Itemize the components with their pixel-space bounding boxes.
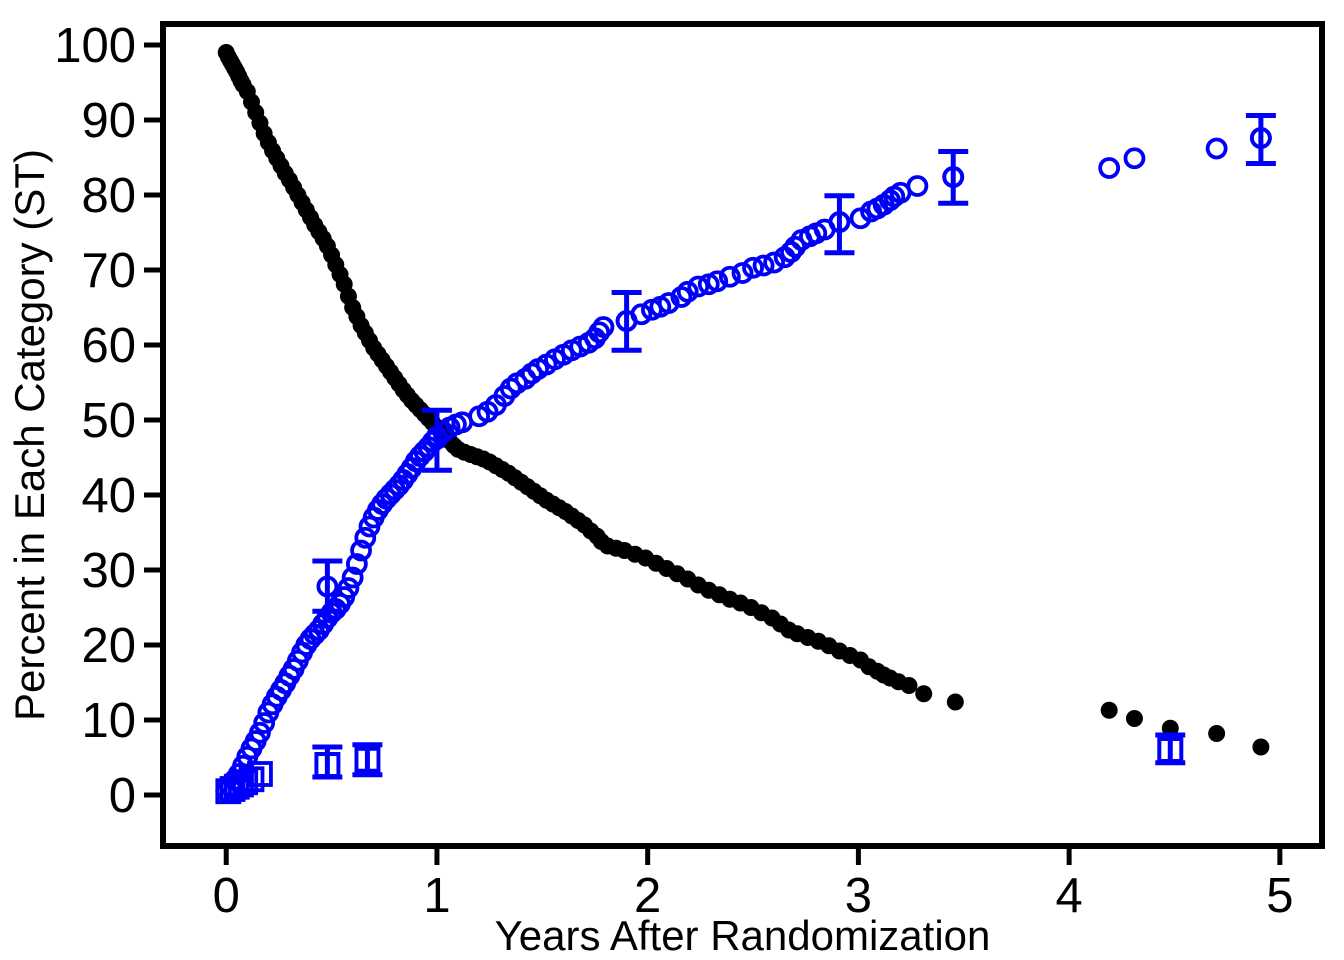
data-point-black [1125, 710, 1143, 727]
data-point-circle [718, 265, 741, 288]
y-tick-label: 30 [81, 544, 136, 598]
data-point-circle [1098, 157, 1121, 179]
data-point-circle [742, 256, 764, 279]
data-point-circle [337, 577, 360, 599]
y-tick-label: 90 [81, 94, 136, 148]
data-point-circle [354, 526, 377, 549]
data-point-circle [687, 275, 710, 298]
error-bar-marker [1249, 127, 1272, 149]
x-tick-label: 4 [1055, 869, 1082, 923]
y-tick-label: 20 [81, 619, 136, 673]
data-point-circle [676, 280, 699, 303]
y-tick-label: 60 [81, 319, 136, 373]
data-point-circle [350, 539, 372, 562]
data-point-circle [345, 553, 368, 575]
error-bar-marker [828, 211, 851, 233]
data-point-black [1208, 725, 1226, 742]
data-point-circle [706, 270, 729, 293]
data-point-circle [763, 251, 786, 274]
error-bar-marker [314, 752, 341, 778]
data-point-black [1252, 738, 1270, 756]
error-bar-marker [316, 575, 339, 598]
data-point-circle [253, 712, 276, 734]
x-tick-label: 1 [423, 869, 450, 923]
data-point-black [900, 677, 918, 694]
x-tick-label: 2 [634, 869, 661, 923]
data-point-circle [341, 566, 364, 589]
x-axis-title: Years After Randomization [494, 912, 991, 959]
data-point-circle [657, 292, 680, 314]
data-point-circle [1205, 137, 1228, 160]
data-point-circle [1123, 147, 1146, 170]
error-bar-marker [942, 166, 965, 188]
data-point-circle [592, 316, 615, 338]
error-bar-marker [354, 746, 381, 773]
data-point-circle [752, 254, 775, 277]
error-bar-marker [1157, 737, 1184, 763]
y-tick-label: 80 [81, 169, 136, 223]
y-axis-title: Percent in Each Category (ST) [6, 149, 53, 721]
x-tick-label: 3 [845, 869, 872, 923]
data-point-black [1100, 701, 1118, 719]
y-tick-label: 70 [81, 244, 136, 298]
error-bar-marker [426, 427, 448, 450]
y-tick-label: 40 [81, 469, 136, 523]
plot-border [160, 21, 1325, 849]
y-tick-label: 10 [81, 694, 136, 748]
y-tick-label: 100 [54, 19, 136, 73]
x-tick-label: 5 [1266, 869, 1293, 923]
data-point-black [946, 693, 964, 711]
data-point-circle [731, 262, 754, 284]
error-bar-marker [615, 310, 638, 332]
data-point-black [915, 685, 933, 703]
x-tick-label: 0 [213, 869, 240, 923]
data-point-circle [906, 175, 929, 197]
y-tick-label: 50 [81, 394, 136, 448]
y-tick-label: 0 [109, 769, 136, 823]
